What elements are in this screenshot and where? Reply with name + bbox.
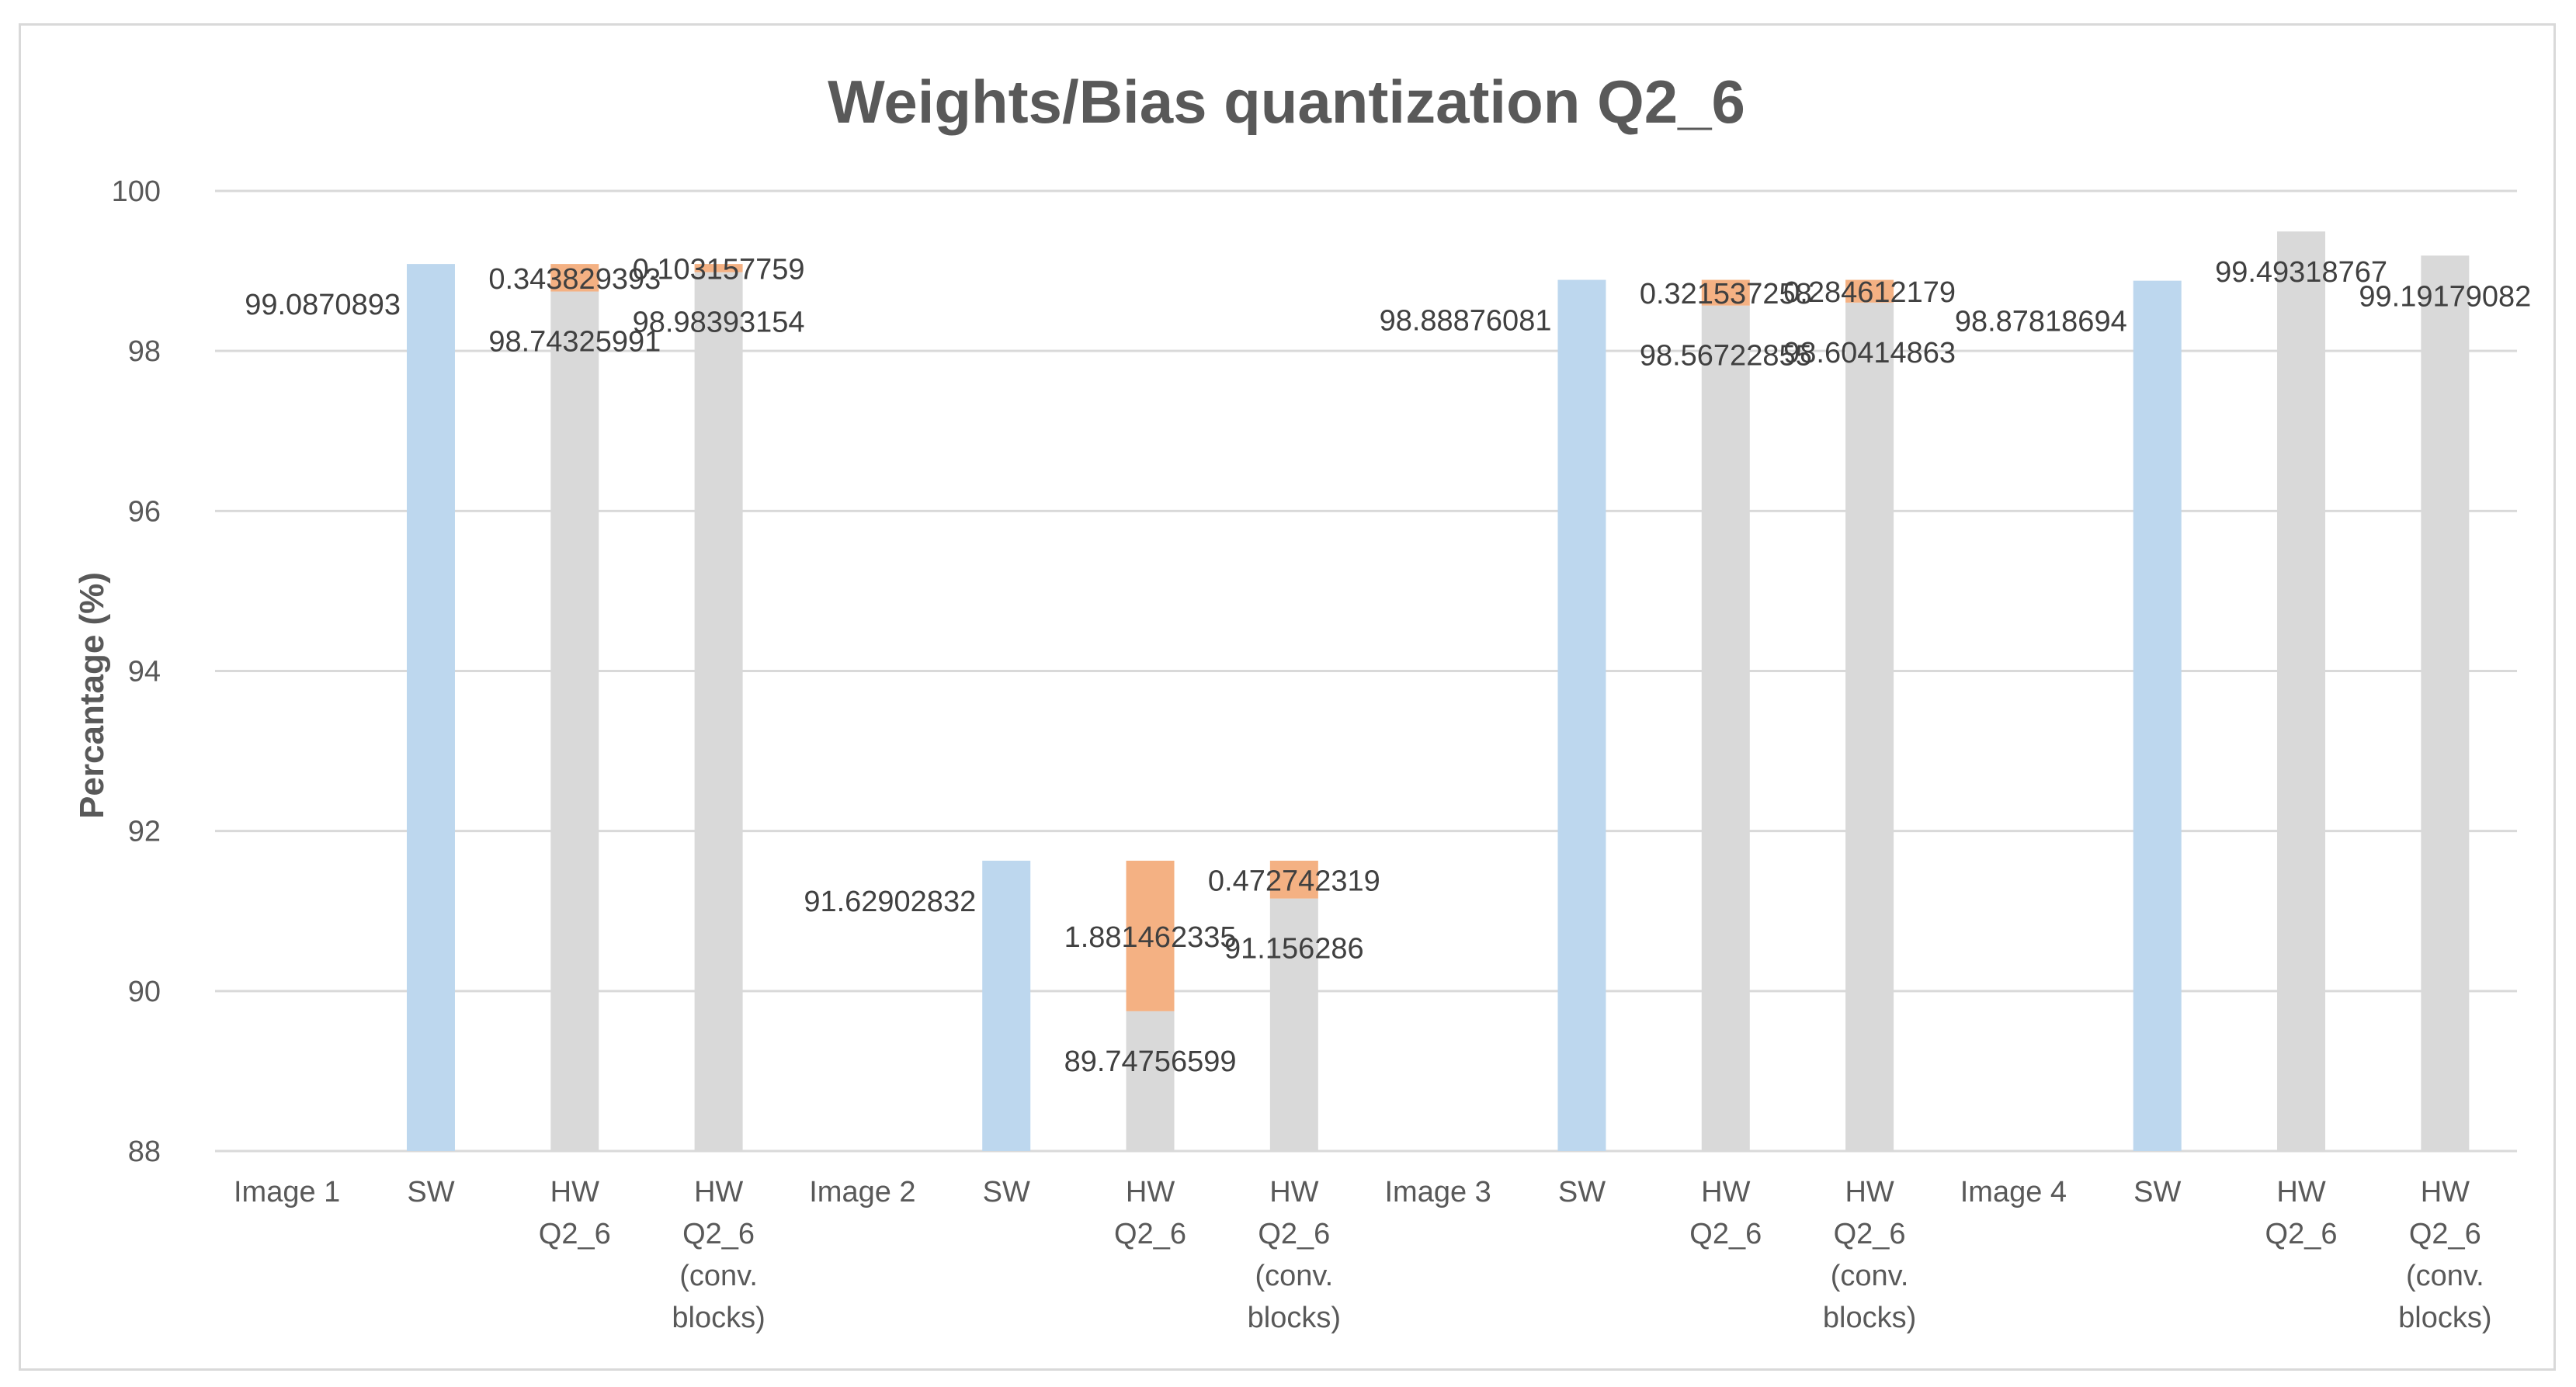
- x-tick-g3_hwc: HW Q2_6 (conv. blocks): [2398, 1176, 2491, 1334]
- data-label-g3_sw: 98.87818694: [1955, 306, 2127, 338]
- data-label-g0_sw: 99.0870893: [245, 289, 401, 321]
- x-tick-group-1: Image 1: [234, 1176, 340, 1208]
- x-tick-g1_hwc: HW Q2_6 (conv. blocks): [1248, 1176, 1341, 1334]
- x-tick-g2_hw: HW Q2_6: [1689, 1176, 1762, 1250]
- y-tick-98: 98: [128, 335, 161, 368]
- bar-g3_hwc: [2421, 255, 2470, 1152]
- bar-g3_sw: [2133, 280, 2182, 1151]
- y-tick-90: 90: [128, 976, 161, 1008]
- bars-layer: [406, 231, 2470, 1152]
- data-label-g0_hwc-delta: 0.103157759: [633, 253, 805, 286]
- data-label-g2_hw: 98.56722855: [1640, 340, 1812, 373]
- x-tick-g2_hwc: HW Q2_6 (conv. blocks): [1823, 1176, 1916, 1334]
- chart-svg: Weights/Bias quantization Q2_6 Percantag…: [73, 68, 2531, 1334]
- data-label-g2_hwc: 98.60414863: [1783, 337, 1956, 369]
- bar-g1_sw: [982, 860, 1031, 1151]
- bar-g2_hw-delta: [1701, 279, 1750, 306]
- x-axis: Image 1 SW HW Q2_6 HW Q2_6 (conv. blocks) Image …: [234, 1176, 2492, 1334]
- bar-g0_hw-delta: [550, 264, 599, 292]
- bar-g3_hw: [2277, 231, 2326, 1151]
- x-tick-g1_hw: HW Q2_6: [1114, 1176, 1186, 1250]
- y-tick-88: 88: [128, 1136, 161, 1168]
- x-tick-group-2: Image 2: [809, 1176, 915, 1208]
- chart-title: Weights/Bias quantization Q2_6: [828, 68, 1745, 136]
- x-tick-g0_hwc: HW Q2_6 (conv. blocks): [672, 1176, 765, 1334]
- x-tick-g1_sw: SW: [983, 1176, 1030, 1208]
- x-tick-group-4: Image 4: [1960, 1176, 2067, 1208]
- y-tick-96: 96: [128, 495, 161, 528]
- data-label-g1_hw-delta: 1.881462335: [1064, 921, 1237, 954]
- x-tick-g3_sw: SW: [2133, 1176, 2181, 1208]
- bar-g1_hw-delta: [1126, 860, 1175, 1011]
- bar-g1_hwc: [1269, 898, 1318, 1151]
- bar-g0_hw: [550, 291, 599, 1151]
- y-tick-100: 100: [112, 175, 161, 208]
- data-label-g0_hw: 98.74325991: [488, 326, 661, 359]
- data-label-g2_hwc-delta: 0.284612179: [1783, 276, 1956, 309]
- data-label-g0_hwc: 98.98393154: [633, 307, 805, 339]
- labels-layer: 99.0870893 98.74325991 0.343829393 98.98393…: [245, 253, 2531, 1077]
- y-tick-94: 94: [128, 656, 161, 688]
- bar-g2_hwc-delta: [1845, 279, 1894, 303]
- data-label-g1_hwc: 91.156286: [1224, 933, 1364, 966]
- chart-frame: Weights/Bias quantization Q2_6 Percantag…: [19, 23, 2556, 1371]
- y-tick-92: 92: [128, 816, 161, 848]
- data-label-g3_hw: 99.49318767: [2215, 256, 2387, 289]
- x-tick-g0_hw: HW Q2_6: [539, 1176, 611, 1250]
- data-label-g3_hwc: 99.19179082: [2359, 280, 2531, 313]
- bar-g2_hw: [1701, 305, 1750, 1152]
- data-label-g1_hwc-delta: 0.472742319: [1208, 865, 1380, 897]
- bar-g2_sw: [1557, 279, 1606, 1151]
- x-tick-g2_sw: SW: [1558, 1176, 1606, 1208]
- x-tick-group-3: Image 3: [1385, 1176, 1491, 1208]
- x-tick-g0_sw: SW: [407, 1176, 454, 1208]
- bar-g0_sw: [406, 264, 455, 1152]
- bar-g2_hwc: [1845, 302, 1894, 1151]
- bar-g0_hwc-delta: [694, 264, 743, 272]
- y-axis-title: Percantage (%): [73, 572, 111, 819]
- bar-g1_hwc-delta: [1269, 860, 1318, 899]
- data-label-g0_hw-delta: 0.343829393: [488, 263, 661, 296]
- data-label-g1_sw: 91.62902832: [804, 886, 976, 918]
- data-label-g2_sw: 98.88876081: [1380, 305, 1552, 338]
- bar-g0_hwc: [694, 272, 743, 1151]
- data-label-g2_hw-delta: 0.321537258: [1640, 278, 1812, 310]
- data-label-g1_hw: 89.74756599: [1064, 1045, 1237, 1078]
- bar-g1_hw: [1126, 1011, 1175, 1151]
- x-tick-g3_hw: HW Q2_6: [2265, 1176, 2338, 1250]
